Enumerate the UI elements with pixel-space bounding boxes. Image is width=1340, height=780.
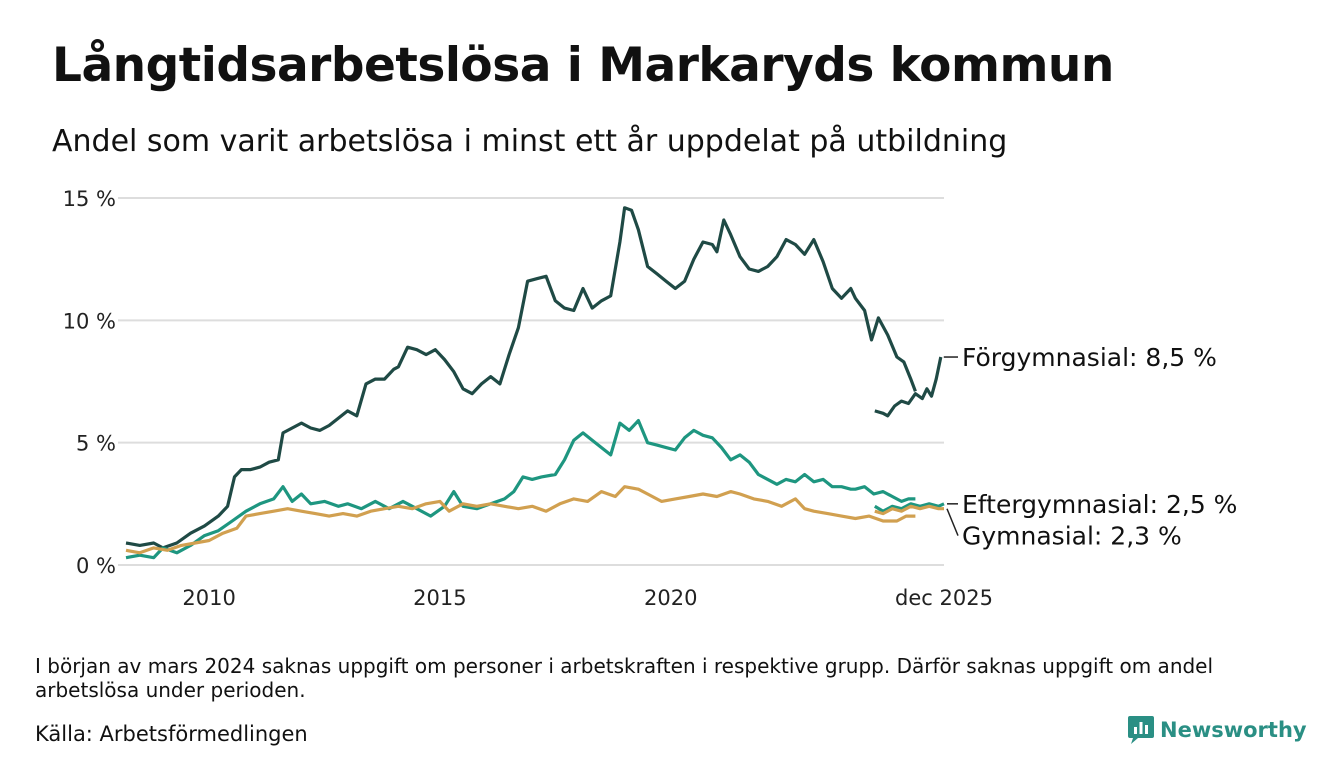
y-tick-label: 5 %: [76, 432, 116, 456]
line-chart: 0 % 5 % 10 % 15 % 2010 2015 2020 dec 2025 Förg…: [63, 187, 1238, 610]
series-line-eftergymnasial-recent: [873, 502, 945, 513]
y-tick-label: 15 %: [63, 187, 116, 211]
end-label-gymnasial: Gymnasial: 2,3 %: [962, 522, 1182, 551]
newsworthy-logo-icon: [1128, 716, 1154, 744]
series-line-gymnasial-recent: [874, 504, 944, 516]
series-line-gymnasial: [125, 485, 916, 555]
x-axis-ticks: 2010 2015 2020 dec 2025: [182, 586, 993, 610]
end-label-eftergymnasial: Eftergymnasial: 2,5 %: [962, 490, 1237, 519]
end-labels: Förgymnasial: 8,5 % Eftergymnasial: 2,5 %…: [943, 343, 1237, 551]
footnote: I början av mars 2024 saknas uppgift om …: [35, 654, 1214, 702]
series-lines: [125, 206, 945, 560]
x-tick-label: dec 2025: [895, 586, 993, 610]
x-tick-label: 2015: [413, 586, 466, 610]
x-tick-label: 2010: [182, 586, 235, 610]
brand-name: Newsworthy: [1160, 718, 1307, 742]
label-leader-gymnasial: [946, 508, 959, 536]
y-axis-ticks: 0 % 5 % 10 % 15 %: [63, 187, 116, 578]
series-line-förgymnasial: [125, 206, 917, 550]
series-line-förgymnasial-recent: [874, 356, 943, 418]
newsworthy-logo[interactable]: Newsworthy: [1128, 716, 1307, 744]
chart-subtitle: Andel som varit arbetslösa i minst ett å…: [52, 124, 1008, 159]
series-line-eftergymnasial: [125, 419, 916, 560]
source-credit: Källa: Arbetsförmedlingen: [35, 722, 308, 746]
x-tick-label: 2020: [644, 586, 697, 610]
end-label-förgymnasial: Förgymnasial: 8,5 %: [962, 343, 1217, 372]
chart-title: Långtidsarbetslösa i Markaryds kommun: [52, 38, 1114, 93]
gridlines: [118, 197, 944, 566]
y-tick-label: 0 %: [76, 554, 116, 578]
y-tick-label: 10 %: [63, 309, 116, 333]
